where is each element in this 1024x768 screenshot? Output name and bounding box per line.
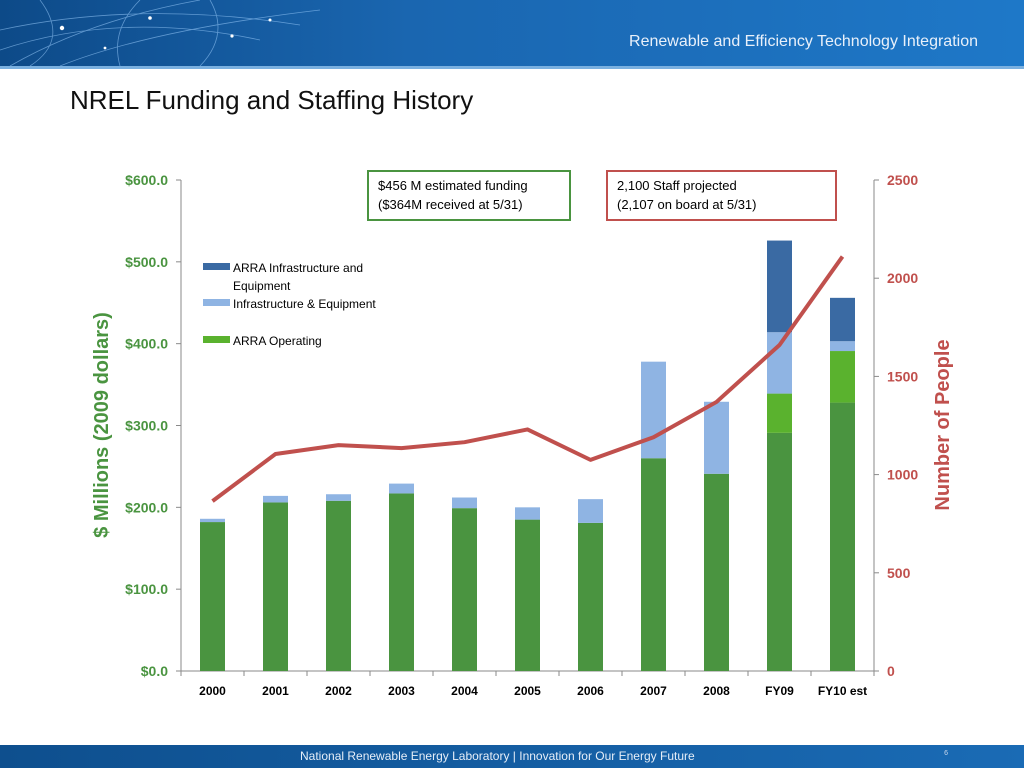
bar-segment xyxy=(578,499,603,523)
left-tick-label: $100.0 xyxy=(125,581,168,597)
slide-footer: National Renewable Energy Laboratory | I… xyxy=(0,745,1024,768)
left-tick-label: $400.0 xyxy=(125,336,168,352)
annotation-box xyxy=(606,170,837,221)
right-tick-label: 2500 xyxy=(887,172,918,188)
annotation-text: ($364M received at 5/31) xyxy=(378,197,523,212)
x-tick-label: 2003 xyxy=(388,684,415,698)
right-tick-label: 1500 xyxy=(887,368,918,384)
left-tick-label: $600.0 xyxy=(125,172,168,188)
bar-segment xyxy=(767,393,792,433)
left-tick-label: $200.0 xyxy=(125,499,168,515)
page-title: NREL Funding and Staffing History xyxy=(70,85,474,115)
x-tick-label: FY10 est xyxy=(818,684,867,698)
header-title: Renewable and Efficiency Technology Inte… xyxy=(629,33,978,50)
legend-swatch xyxy=(203,299,230,306)
bar-segment xyxy=(326,494,351,501)
bar-segment xyxy=(452,497,477,509)
annotation-box xyxy=(367,170,571,221)
legend-swatch xyxy=(203,263,230,270)
right-tick-label: 0 xyxy=(887,663,895,679)
legend-swatch xyxy=(203,336,230,343)
x-tick-label: 2000 xyxy=(199,684,226,698)
annotation-text: 2,100 Staff projected xyxy=(617,178,737,193)
globe-grid-graphic xyxy=(0,0,320,66)
right-tick-label: 2000 xyxy=(887,270,918,286)
footer-text: National Renewable Energy Laboratory | I… xyxy=(300,749,695,763)
slide-header: Renewable and Efficiency Technology Inte… xyxy=(0,0,1024,66)
bar-segment xyxy=(641,458,666,671)
bar-segment xyxy=(515,519,540,671)
funding-staffing-chart: $0.0 $100.0 $200.0 $300.0 $400.0 $500.0 $600.0… xyxy=(91,170,954,698)
left-tick-label: $300.0 xyxy=(125,418,168,434)
bar-segment xyxy=(830,351,855,403)
bar-segment xyxy=(830,402,855,671)
bar-segment xyxy=(767,432,792,671)
footer-page-number: 6 xyxy=(944,750,948,757)
bar-segment xyxy=(641,361,666,459)
legend-label: ARRA Operating xyxy=(233,334,322,348)
bar-segment xyxy=(326,500,351,671)
bar-segment xyxy=(389,493,414,671)
annotation-text: (2,107 on board at 5/31) xyxy=(617,197,757,212)
chart-legend: ARRA Infrastructure and Equipment Infrastr… xyxy=(203,261,376,348)
bar-segment xyxy=(704,473,729,671)
bar-segment xyxy=(515,507,540,520)
x-tick-label: FY09 xyxy=(765,684,794,698)
chart-axes: $0.0 $100.0 $200.0 $300.0 $400.0 $500.0 $600.0… xyxy=(91,172,954,698)
bar-segment xyxy=(830,341,855,352)
x-tick-label: 2008 xyxy=(703,684,730,698)
bar-segment xyxy=(578,522,603,671)
staff-line xyxy=(211,255,845,503)
x-tick-label: 2002 xyxy=(325,684,352,698)
x-tick-label: 2005 xyxy=(514,684,541,698)
legend-label: Infrastructure & Equipment xyxy=(233,297,376,311)
bar-segment xyxy=(830,297,855,342)
header-divider xyxy=(0,66,1024,69)
bar-segment xyxy=(263,495,288,503)
x-tick-label: 2001 xyxy=(262,684,289,698)
bar-segment xyxy=(200,522,225,671)
right-tick-label: 500 xyxy=(887,565,911,581)
bar-segment xyxy=(452,508,477,671)
left-axis-title: $ Millions (2009 dollars) xyxy=(91,312,113,538)
left-tick-label: $500.0 xyxy=(125,254,168,270)
staff-series-line xyxy=(211,255,845,503)
legend-label: Equipment xyxy=(233,279,291,293)
right-tick-label: 1000 xyxy=(887,467,918,483)
bar-segment xyxy=(767,332,792,394)
x-tick-label: 2004 xyxy=(451,684,478,698)
legend-label: ARRA Infrastructure and xyxy=(233,261,363,275)
x-tick-label: 2006 xyxy=(577,684,604,698)
bar-segment xyxy=(704,401,729,474)
bar-segment xyxy=(389,483,414,494)
annotation-text: $456 M estimated funding xyxy=(378,178,528,193)
bar-segment xyxy=(767,240,792,333)
right-axis-title: Number of People xyxy=(932,339,954,510)
bar-segment xyxy=(200,518,225,523)
bar-segment xyxy=(263,502,288,671)
chart-annotations: $456 M estimated funding ($364M received … xyxy=(367,170,837,221)
x-tick-label: 2007 xyxy=(640,684,667,698)
left-tick-label: $0.0 xyxy=(141,663,168,679)
